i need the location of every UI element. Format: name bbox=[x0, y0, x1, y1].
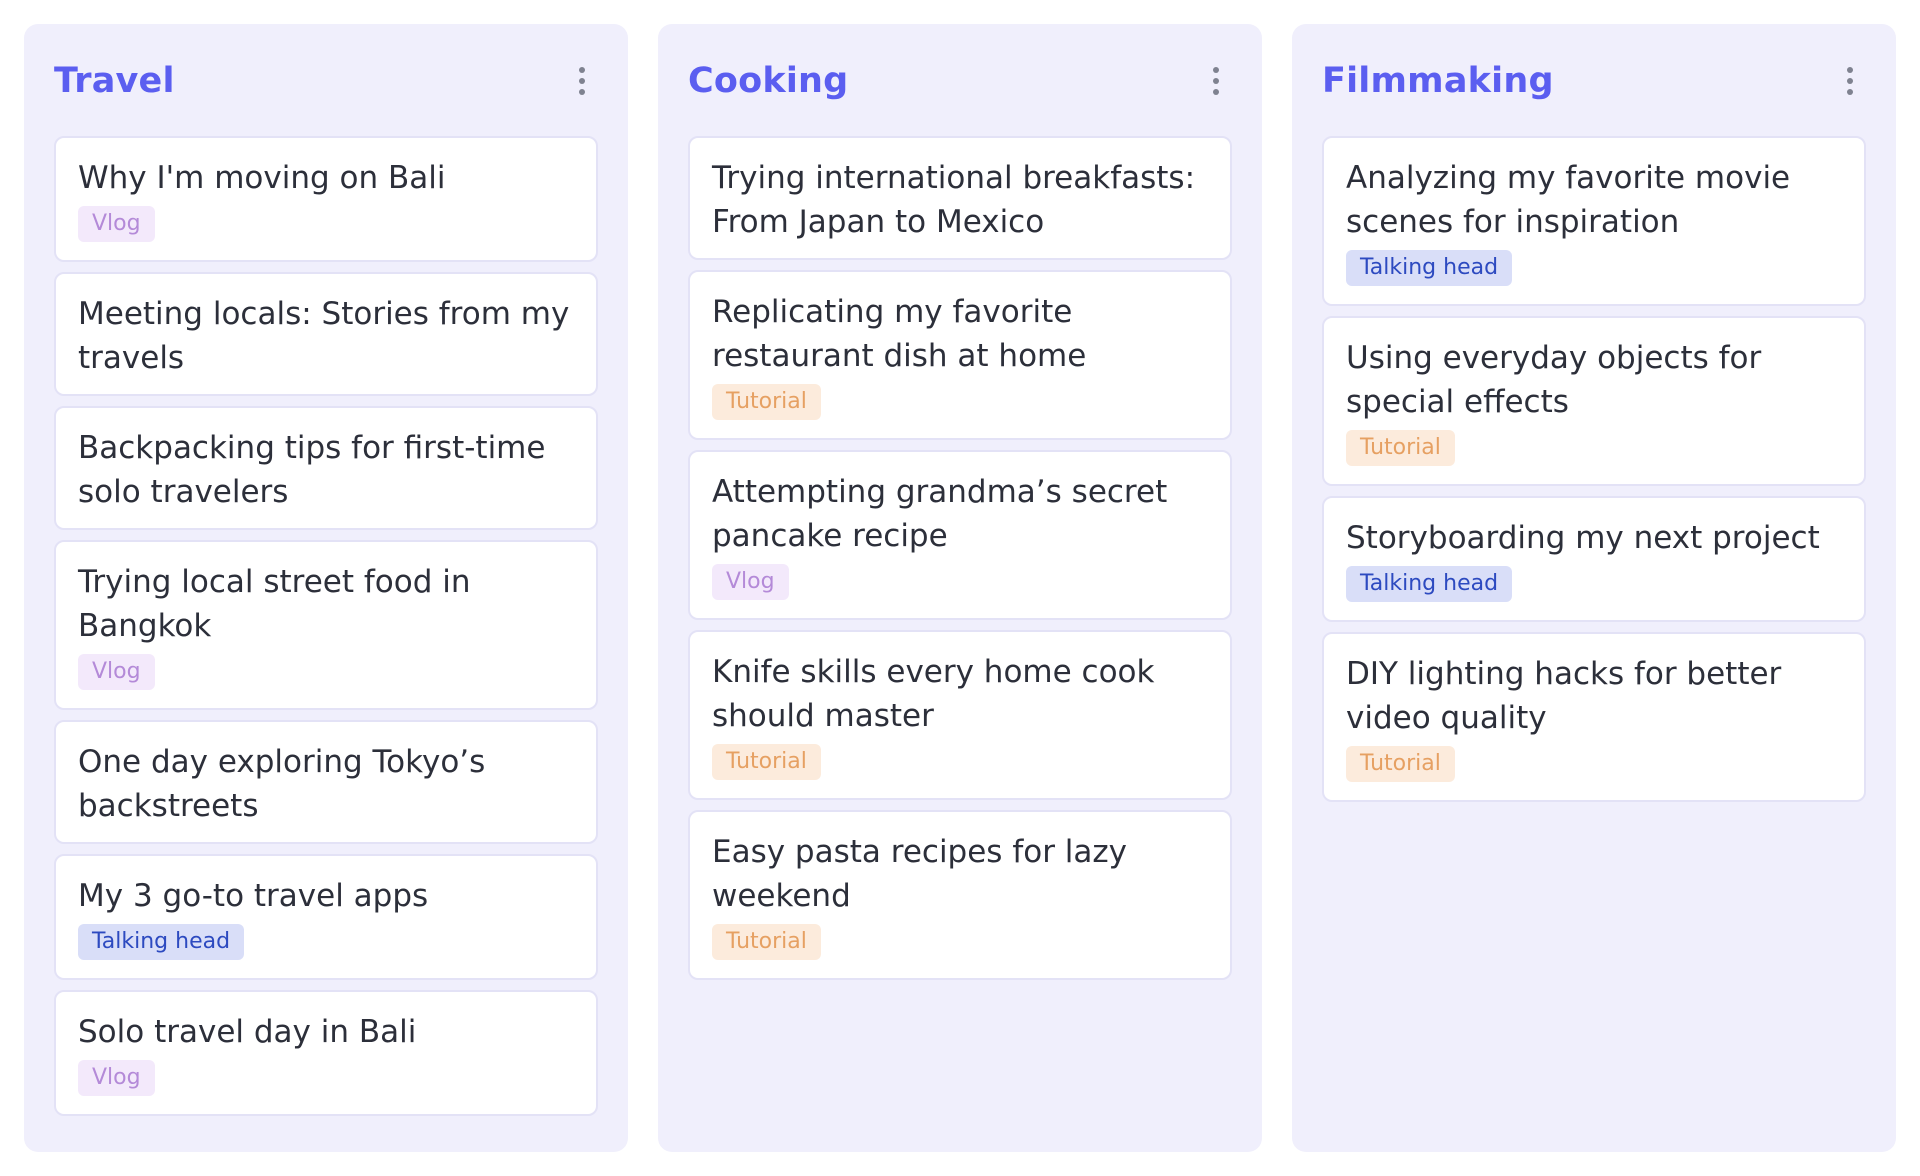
card-title: Knife skills every home cook should mast… bbox=[712, 654, 1155, 734]
column-cooking: Cooking Trying international breakfasts:… bbox=[658, 24, 1262, 1152]
task-card[interactable]: Replicating my favorite restaurant dish … bbox=[688, 270, 1232, 440]
kebab-menu-icon[interactable] bbox=[1206, 61, 1226, 101]
task-card[interactable]: Storyboarding my next project Talking he… bbox=[1322, 496, 1866, 622]
card-title: Storyboarding my next project bbox=[1346, 520, 1820, 556]
task-card[interactable]: Solo travel day in Bali Vlog bbox=[54, 990, 598, 1116]
tag-badge: Talking head bbox=[78, 924, 245, 960]
task-card[interactable]: Meeting locals: Stories from my travels bbox=[54, 272, 598, 396]
tag-badge: Vlog bbox=[78, 654, 155, 690]
card-title: My 3 go-to travel apps bbox=[78, 878, 429, 914]
tag-badge: Vlog bbox=[78, 206, 155, 242]
card-list: Trying international breakfasts: From Ja… bbox=[688, 136, 1232, 980]
tag-badge: Vlog bbox=[712, 564, 789, 600]
card-title: Meeting locals: Stories from my travels bbox=[78, 296, 570, 376]
kanban-board: Travel Why I'm moving on Bali Vlog Meeti… bbox=[24, 24, 1896, 1152]
column-filmmaking: Filmmaking Analyzing my favorite movie s… bbox=[1292, 24, 1896, 1152]
card-title: Trying local street food in Bangkok bbox=[78, 564, 471, 644]
card-title: One day exploring Tokyo’s backstreets bbox=[78, 744, 486, 824]
card-title: Using everyday objects for special effec… bbox=[1346, 340, 1762, 420]
card-title: Analyzing my favorite movie scenes for i… bbox=[1346, 160, 1791, 240]
card-title: Why I'm moving on Bali bbox=[78, 160, 446, 196]
tag-badge: Tutorial bbox=[1346, 746, 1455, 782]
task-card[interactable]: Trying international breakfasts: From Ja… bbox=[688, 136, 1232, 260]
task-card[interactable]: My 3 go-to travel apps Talking head bbox=[54, 854, 598, 980]
card-title: Easy pasta recipes for lazy weekend bbox=[712, 834, 1128, 914]
tag-badge: Tutorial bbox=[1346, 430, 1455, 466]
card-title: Attempting grandma’s secret pancake reci… bbox=[712, 474, 1168, 554]
tag-badge: Talking head bbox=[1346, 250, 1513, 286]
task-card[interactable]: Trying local street food in Bangkok Vlog bbox=[54, 540, 598, 710]
column-title: Cooking bbox=[688, 61, 849, 101]
card-title: Replicating my favorite restaurant dish … bbox=[712, 294, 1087, 374]
task-card[interactable]: Knife skills every home cook should mast… bbox=[688, 630, 1232, 800]
task-card[interactable]: One day exploring Tokyo’s backstreets bbox=[54, 720, 598, 844]
card-list: Analyzing my favorite movie scenes for i… bbox=[1322, 136, 1866, 802]
card-title: Trying international breakfasts: From Ja… bbox=[712, 160, 1196, 240]
column-travel: Travel Why I'm moving on Bali Vlog Meeti… bbox=[24, 24, 628, 1152]
tag-badge: Talking head bbox=[1346, 566, 1513, 602]
task-card[interactable]: Why I'm moving on Bali Vlog bbox=[54, 136, 598, 262]
column-header: Cooking bbox=[688, 54, 1232, 108]
column-title: Travel bbox=[54, 61, 175, 101]
tag-badge: Tutorial bbox=[712, 384, 821, 420]
column-title: Filmmaking bbox=[1322, 61, 1554, 101]
tag-badge: Vlog bbox=[78, 1060, 155, 1096]
tag-badge: Tutorial bbox=[712, 744, 821, 780]
kebab-menu-icon[interactable] bbox=[572, 61, 592, 101]
task-card[interactable]: Attempting grandma’s secret pancake reci… bbox=[688, 450, 1232, 620]
column-header: Filmmaking bbox=[1322, 54, 1866, 108]
task-card[interactable]: DIY lighting hacks for better video qual… bbox=[1322, 632, 1866, 802]
task-card[interactable]: Easy pasta recipes for lazy weekend Tuto… bbox=[688, 810, 1232, 980]
task-card[interactable]: Using everyday objects for special effec… bbox=[1322, 316, 1866, 486]
tag-badge: Tutorial bbox=[712, 924, 821, 960]
card-title: Backpacking tips for first-time solo tra… bbox=[78, 430, 546, 510]
card-list: Why I'm moving on Bali Vlog Meeting loca… bbox=[54, 136, 598, 1116]
card-title: Solo travel day in Bali bbox=[78, 1014, 417, 1050]
kebab-menu-icon[interactable] bbox=[1840, 61, 1860, 101]
task-card[interactable]: Backpacking tips for first-time solo tra… bbox=[54, 406, 598, 530]
card-title: DIY lighting hacks for better video qual… bbox=[1346, 656, 1782, 736]
task-card[interactable]: Analyzing my favorite movie scenes for i… bbox=[1322, 136, 1866, 306]
column-header: Travel bbox=[54, 54, 598, 108]
